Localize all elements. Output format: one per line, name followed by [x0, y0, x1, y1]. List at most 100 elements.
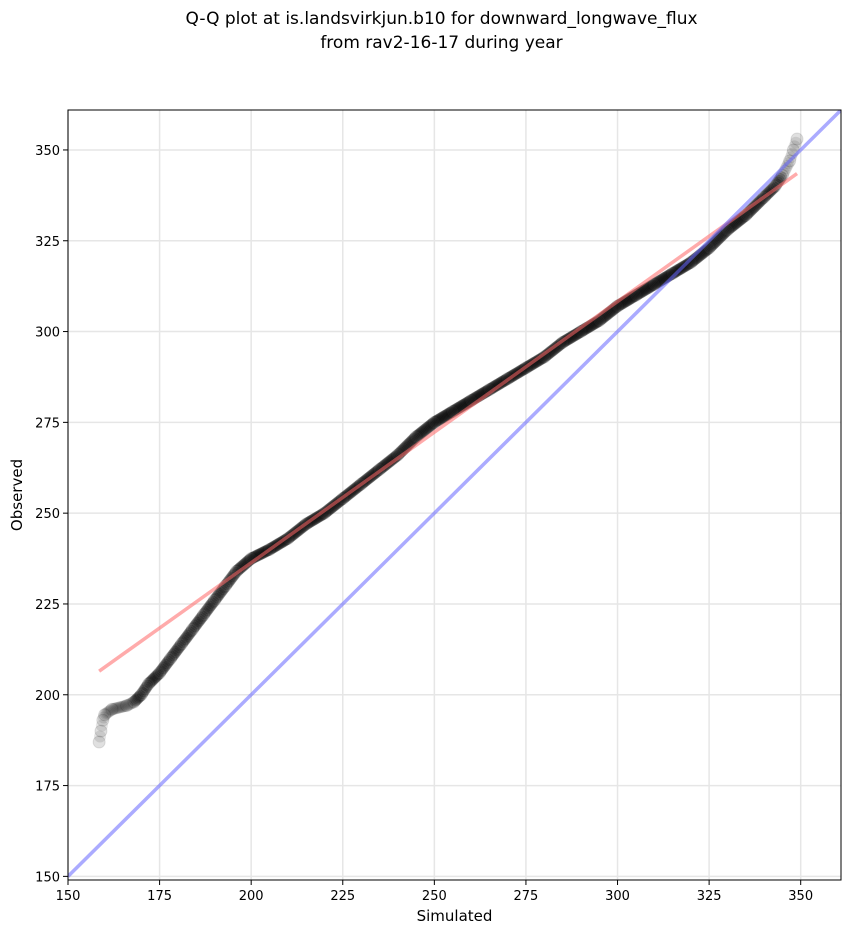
data-point: [436, 411, 449, 424]
fit-line: [98, 172, 799, 673]
data-point: [444, 406, 457, 419]
data-point: [121, 699, 134, 712]
x-tick-label: 300: [605, 889, 630, 904]
data-point: [159, 658, 172, 671]
y-axis-label: Observed: [8, 459, 26, 531]
data-point: [634, 286, 647, 299]
data-point: [413, 427, 426, 440]
data-point: [406, 434, 419, 447]
data-point: [149, 670, 162, 683]
data-point: [116, 700, 129, 713]
x-tick-label: 350: [788, 889, 813, 904]
data-point: [171, 642, 184, 655]
x-axis-label: Simulated: [417, 907, 493, 925]
data-point: [181, 629, 194, 642]
data-point: [421, 422, 434, 435]
data-point: [138, 683, 151, 696]
y-tick-label: 225: [35, 598, 60, 613]
data-point: [165, 650, 178, 663]
data-point: [419, 423, 432, 436]
data-point: [174, 639, 187, 652]
y-tick-label: 300: [35, 326, 60, 341]
data-point: [112, 701, 125, 714]
chart-title-line2: from rav2-16-17 during year: [320, 33, 563, 53]
data-point: [417, 425, 430, 438]
data-point: [422, 421, 435, 434]
data-point: [439, 409, 452, 422]
data-point: [195, 612, 208, 625]
identity-line: [68, 110, 841, 878]
data-point: [196, 610, 209, 623]
data-point: [94, 724, 108, 738]
y-tick-label: 175: [35, 780, 60, 795]
data-point: [109, 702, 122, 715]
data-point: [449, 404, 462, 417]
data-point: [638, 284, 651, 297]
data-point: [126, 696, 139, 709]
data-point: [649, 277, 662, 290]
data-point: [146, 674, 159, 687]
plot-frame: [67, 109, 842, 881]
data-point: [131, 692, 144, 705]
data-point: [199, 605, 212, 618]
data-point: [187, 621, 200, 634]
data-point: [668, 265, 681, 278]
data-point: [168, 647, 181, 660]
data-point: [104, 704, 117, 717]
data-point: [432, 414, 445, 427]
data-point: [154, 665, 167, 678]
data-point: [141, 679, 154, 692]
data-point: [186, 622, 200, 636]
data-point: [132, 691, 145, 704]
data-point: [120, 699, 134, 713]
data-point: [170, 644, 183, 657]
data-point: [102, 706, 115, 719]
data-point: [184, 626, 197, 639]
data-point: [643, 281, 656, 294]
data-point: [160, 657, 173, 670]
data-point: [202, 602, 215, 615]
data-point: [115, 700, 128, 713]
data-point: [152, 668, 165, 681]
data-point: [654, 274, 667, 287]
data-point: [412, 428, 425, 441]
data-point: [162, 655, 175, 668]
data-point: [98, 708, 112, 722]
data-point: [433, 413, 446, 426]
data-point: [213, 587, 226, 600]
data-point: [635, 285, 648, 298]
data-point: [153, 666, 167, 680]
data-point: [92, 735, 106, 749]
data-point: [103, 705, 116, 718]
data-point: [423, 420, 436, 433]
data-point: [640, 282, 653, 295]
data-point: [214, 586, 227, 599]
data-point: [189, 620, 202, 633]
data-point: [790, 132, 804, 146]
data-point: [97, 711, 110, 724]
data-point: [637, 284, 650, 297]
data-point: [647, 277, 661, 291]
data-point: [143, 676, 156, 689]
data-point: [164, 651, 178, 665]
data-point: [206, 597, 219, 610]
data-point: [667, 266, 680, 279]
data-point: [788, 140, 801, 153]
data-point: [443, 407, 456, 420]
data-point: [180, 631, 193, 644]
data-point: [430, 414, 443, 427]
data-point: [209, 592, 222, 605]
data-point: [94, 730, 107, 743]
data-point: [134, 688, 148, 702]
data-point: [158, 660, 171, 673]
data-point: [108, 702, 121, 715]
data-point: [197, 608, 211, 622]
data-point: [650, 276, 663, 289]
data-point: [191, 616, 204, 629]
data-point: [653, 275, 666, 288]
data-point: [173, 641, 186, 654]
data-point: [789, 136, 802, 149]
x-tick-label: 225: [330, 889, 355, 904]
data-point: [192, 615, 205, 628]
data-point: [124, 697, 137, 710]
